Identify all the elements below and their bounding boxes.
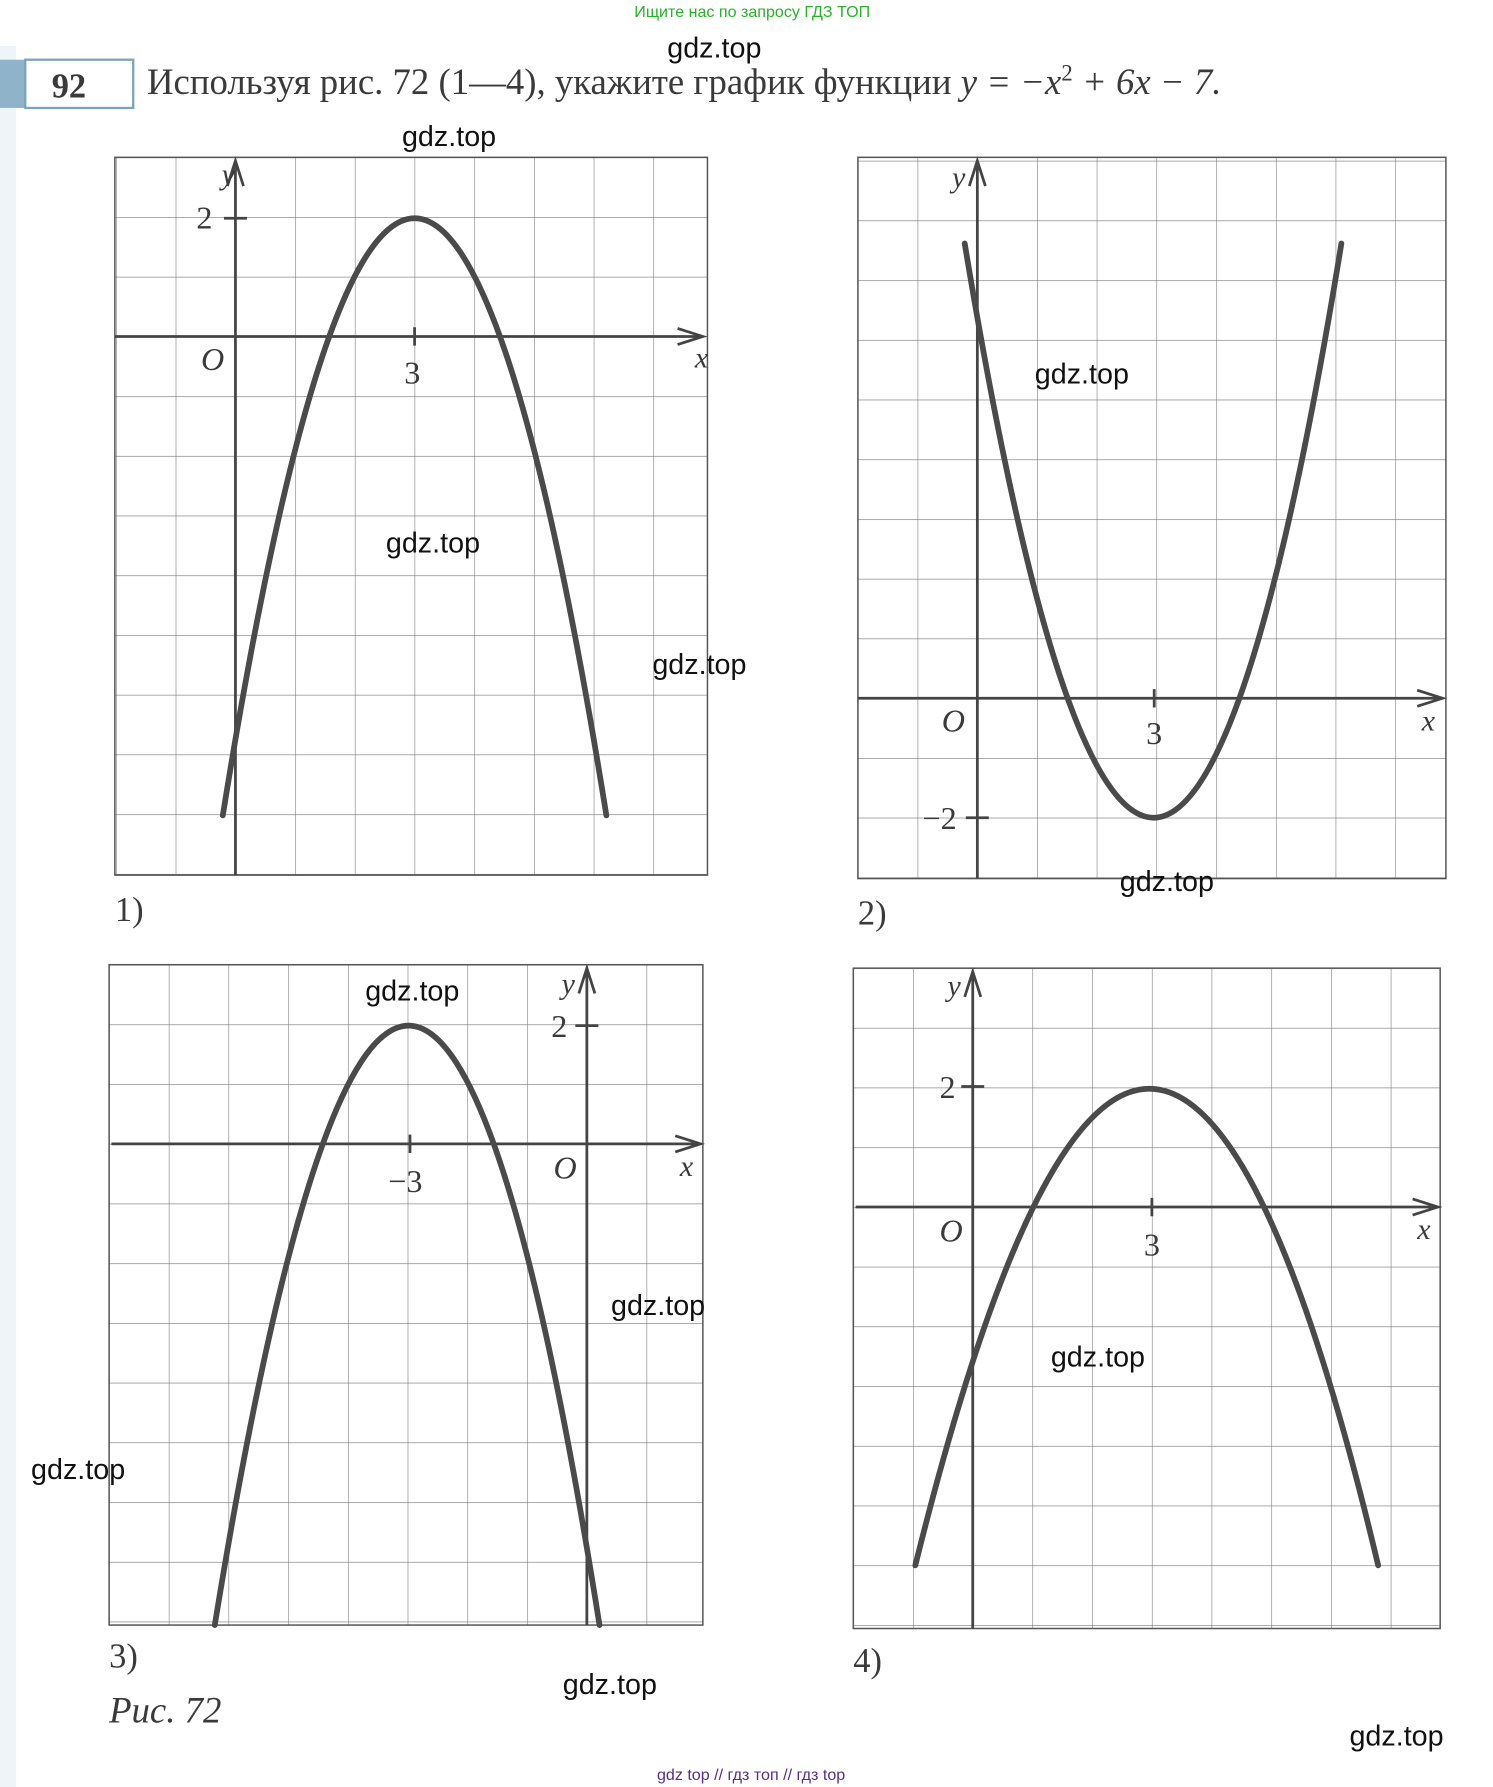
grid	[108, 963, 704, 1626]
watermark: gdz.top	[1051, 1342, 1145, 1374]
figure-label: 3)	[109, 1638, 138, 1676]
watermark: gdz.top	[31, 1454, 125, 1486]
y-tick-label: −2	[922, 800, 956, 836]
parabola	[211, 1022, 603, 1628]
origin-label: O	[939, 1212, 962, 1248]
y-label: y	[949, 161, 966, 194]
parabola	[912, 1086, 1382, 1569]
grid	[852, 967, 1441, 1630]
ticks	[408, 1024, 599, 1154]
y-label: y	[219, 158, 236, 191]
watermark: gdz.top	[386, 527, 480, 559]
x-label: x	[694, 342, 709, 375]
caption: Рис. 72	[108, 1690, 221, 1731]
footer: gdz top // гдз топ // гдз top	[657, 1766, 845, 1784]
problem-exponent: 2	[1061, 60, 1072, 85]
y-label: y	[944, 970, 961, 1003]
parabola	[961, 240, 1345, 821]
x-axis	[111, 1134, 706, 1154]
y-axis	[963, 967, 983, 1629]
origin-label: O	[554, 1149, 577, 1185]
y-axis	[967, 156, 987, 879]
ticks	[965, 689, 1156, 820]
figure-label: 4)	[853, 1642, 882, 1680]
watermark: gdz.top	[1035, 359, 1129, 391]
x-tick-label: −3	[388, 1163, 422, 1199]
watermark: gdz.top	[611, 1290, 705, 1322]
origin-label: O	[942, 703, 965, 739]
figure-2: y x O −2 3 2)	[857, 156, 1448, 933]
watermark: gdz.top	[365, 975, 459, 1007]
figure-label: 1)	[115, 891, 144, 929]
figure-label: 2)	[858, 895, 887, 933]
y-tick-label: 2	[551, 1008, 567, 1044]
x-label: x	[679, 1150, 694, 1183]
watermark: gdz.top	[563, 1669, 657, 1701]
x-label: x	[1421, 704, 1436, 737]
problem-number: 92	[52, 68, 86, 106]
x-label: x	[1416, 1213, 1431, 1246]
origin-label: O	[201, 341, 224, 377]
watermark: gdz.top	[667, 32, 761, 64]
y-label: y	[559, 967, 576, 1000]
ticks	[223, 216, 416, 346]
watermark: gdz.top	[402, 121, 496, 153]
figure-3: y x O 2 −3 3) Рис. 72	[108, 963, 706, 1731]
y-axis	[577, 963, 597, 1626]
figure-4: y x O 2 3 4)	[852, 967, 1443, 1680]
problem-formula-end: + 6x − 7.	[1073, 61, 1222, 102]
y-tick-label: 2	[196, 200, 212, 236]
page-edge	[0, 45, 17, 1787]
watermark: gdz.top	[652, 649, 746, 681]
parabola	[219, 215, 610, 819]
x-tick-label: 3	[1144, 1226, 1160, 1262]
x-tick-label: 3	[1146, 715, 1162, 751]
number-strip	[0, 59, 26, 108]
watermark: gdz.top	[1120, 866, 1214, 898]
number-box	[24, 58, 135, 110]
y-tick-label: 2	[939, 1069, 955, 1105]
x-tick-label: 3	[404, 355, 420, 391]
grid	[857, 156, 1447, 880]
problem-text: Используя рис. 72 (1—4), укажите график …	[147, 60, 1221, 102]
x-axis	[857, 688, 1448, 708]
problem-text-main: Используя рис. 72 (1—4), укажите график …	[147, 61, 961, 102]
x-axis	[114, 327, 708, 346]
problem-formula: y = −x	[957, 61, 1062, 102]
x-axis	[855, 1197, 1443, 1217]
figure-1: y x O 2 3 1)	[114, 156, 709, 929]
banner: Ищите нас по запросу ГДЗ ТОП	[634, 3, 870, 21]
ticks	[961, 1085, 1154, 1217]
watermark: gdz.top	[1349, 1721, 1443, 1753]
grid	[114, 156, 709, 876]
